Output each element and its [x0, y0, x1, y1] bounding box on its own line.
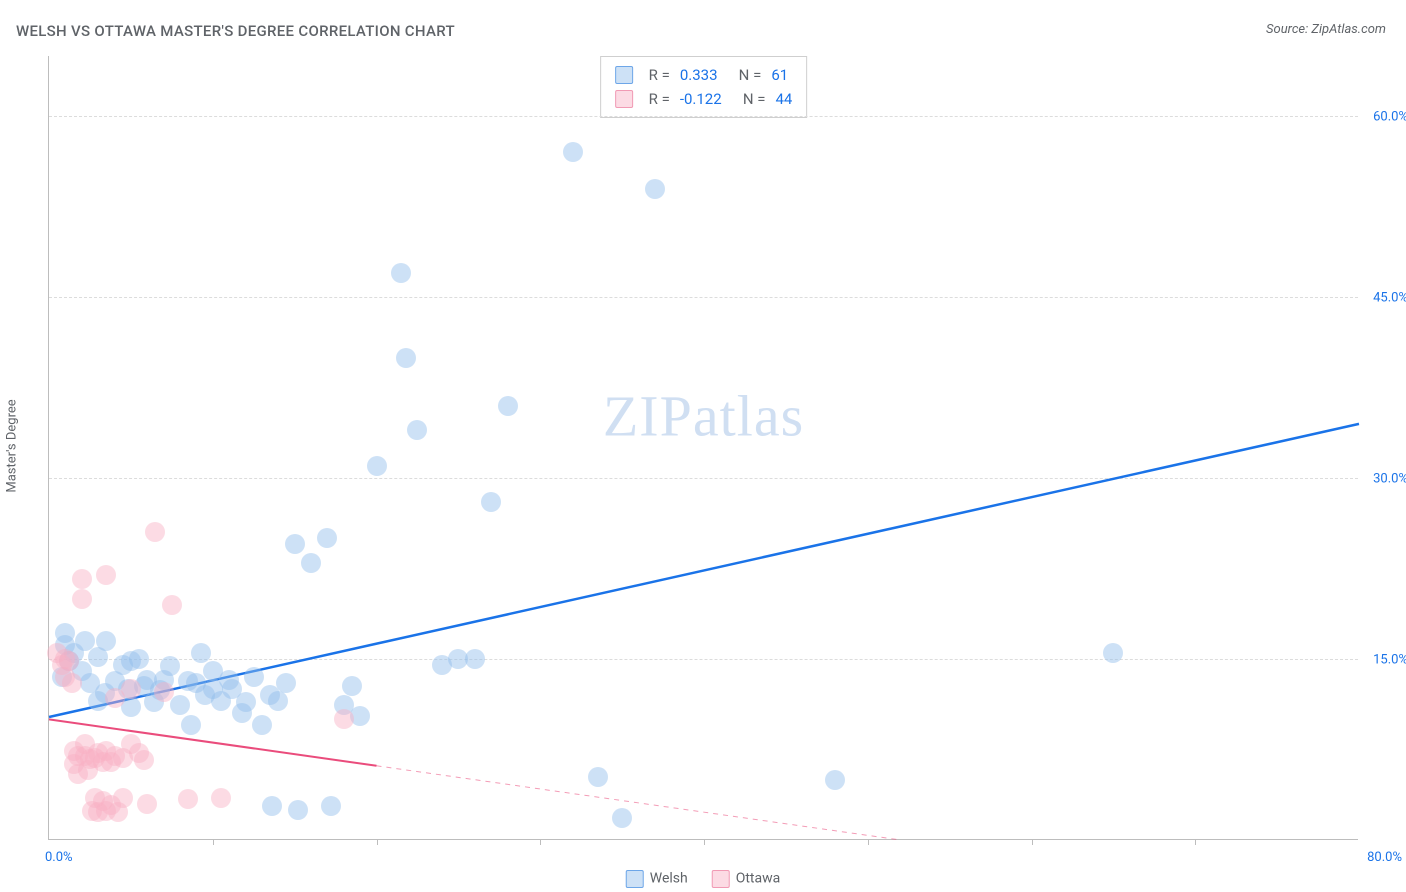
- data-point: [1103, 643, 1123, 663]
- data-point: [276, 673, 296, 693]
- data-point: [588, 767, 608, 787]
- data-point: [113, 788, 133, 808]
- data-point: [498, 396, 518, 416]
- data-point: [391, 263, 411, 283]
- legend-item: Ottawa: [712, 870, 781, 888]
- legend-swatch: [712, 870, 730, 888]
- x-axis-max-label: 80.0%: [1367, 850, 1402, 865]
- data-point: [59, 651, 79, 671]
- y-axis-label: 60.0%: [1362, 110, 1406, 125]
- y-axis-label: 30.0%: [1362, 472, 1406, 487]
- data-point: [134, 750, 154, 770]
- y-axis-label: 15.0%: [1362, 653, 1406, 668]
- data-point: [396, 348, 416, 368]
- data-point: [244, 667, 264, 687]
- data-point: [321, 796, 341, 816]
- data-point: [160, 656, 180, 676]
- data-point: [154, 682, 174, 702]
- data-point: [262, 796, 282, 816]
- legend-label: Welsh: [650, 871, 688, 887]
- data-point: [317, 528, 337, 548]
- y-axis-title: Master's Degree: [5, 399, 20, 492]
- data-point: [129, 649, 149, 669]
- data-point: [645, 179, 665, 199]
- data-point: [288, 800, 308, 820]
- data-point: [211, 788, 231, 808]
- data-point: [301, 553, 321, 573]
- data-point: [825, 770, 845, 790]
- data-point: [285, 534, 305, 554]
- data-point: [72, 589, 92, 609]
- data-point: [407, 420, 427, 440]
- data-point: [334, 709, 354, 729]
- data-point: [137, 794, 157, 814]
- data-point: [612, 808, 632, 828]
- data-point: [268, 691, 288, 711]
- data-point: [181, 715, 201, 735]
- data-point: [191, 643, 211, 663]
- source-label: Source: ZipAtlas.com: [1266, 22, 1386, 37]
- data-point: [121, 679, 141, 699]
- x-axis-min-label: 0.0%: [45, 850, 73, 865]
- data-point: [342, 676, 362, 696]
- data-point: [96, 631, 116, 651]
- data-point: [72, 569, 92, 589]
- legend-item: Welsh: [626, 870, 688, 888]
- data-point: [145, 522, 165, 542]
- plot-area: ZIPatlas R = 0.333 N = 61 R = -0.122 N =…: [48, 56, 1358, 840]
- y-axis-label: 45.0%: [1362, 291, 1406, 306]
- bottom-legend: Welsh Ottawa: [626, 870, 781, 888]
- data-point: [162, 595, 182, 615]
- data-point: [178, 789, 198, 809]
- data-point: [170, 695, 190, 715]
- legend-label: Ottawa: [736, 871, 781, 887]
- data-point: [252, 715, 272, 735]
- legend-swatch: [626, 870, 644, 888]
- data-point: [563, 142, 583, 162]
- data-point: [62, 673, 82, 693]
- data-point: [236, 692, 256, 712]
- data-point: [465, 649, 485, 669]
- data-point: [367, 456, 387, 476]
- data-point: [96, 565, 116, 585]
- data-point: [481, 492, 501, 512]
- chart-title: WELSH VS OTTAWA MASTER'S DEGREE CORRELAT…: [16, 22, 455, 40]
